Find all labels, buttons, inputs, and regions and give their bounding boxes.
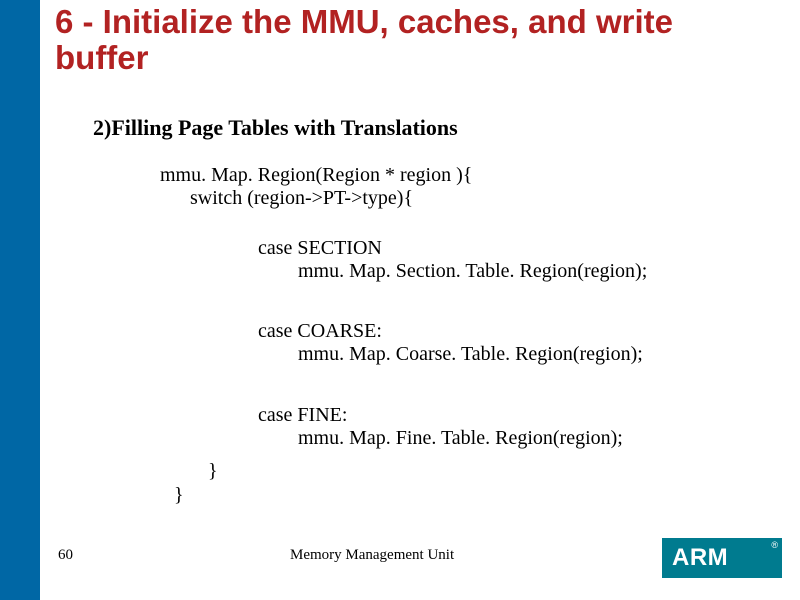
case-fine-call: mmu. Map. Fine. Table. Region(region); bbox=[298, 427, 623, 449]
arm-registered-icon: ® bbox=[771, 540, 778, 550]
arm-logo-text: ARM bbox=[672, 544, 728, 572]
subtitle: 2)Filling Page Tables with Translations bbox=[93, 115, 458, 141]
code-line-1: mmu. Map. Region(Region * region ){ bbox=[160, 164, 472, 186]
left-accent-bar bbox=[0, 0, 40, 600]
page-number: 60 bbox=[58, 547, 73, 564]
case-coarse: case COARSE: mmu. Map. Coarse. Table. Re… bbox=[258, 320, 643, 366]
code-header: mmu. Map. Region(Region * region ){ swit… bbox=[160, 164, 472, 210]
case-fine: case FINE: mmu. Map. Fine. Table. Region… bbox=[258, 404, 623, 450]
footer-label: Memory Management Unit bbox=[290, 547, 454, 564]
slide-title: 6 - Initialize the MMU, caches, and writ… bbox=[55, 4, 775, 77]
case-coarse-label: case COARSE: bbox=[258, 320, 382, 342]
case-fine-label: case FINE: bbox=[258, 404, 347, 426]
close-brace-fn: } bbox=[174, 484, 184, 507]
case-coarse-call: mmu. Map. Coarse. Table. Region(region); bbox=[298, 343, 643, 365]
case-section: case SECTION mmu. Map. Section. Table. R… bbox=[258, 237, 647, 283]
arm-logo: ARM ® bbox=[662, 538, 782, 578]
case-section-label: case SECTION bbox=[258, 237, 382, 259]
case-section-call: mmu. Map. Section. Table. Region(region)… bbox=[298, 260, 647, 282]
close-brace-switch: } bbox=[208, 460, 218, 483]
code-line-2: switch (region->PT->type){ bbox=[160, 187, 413, 209]
